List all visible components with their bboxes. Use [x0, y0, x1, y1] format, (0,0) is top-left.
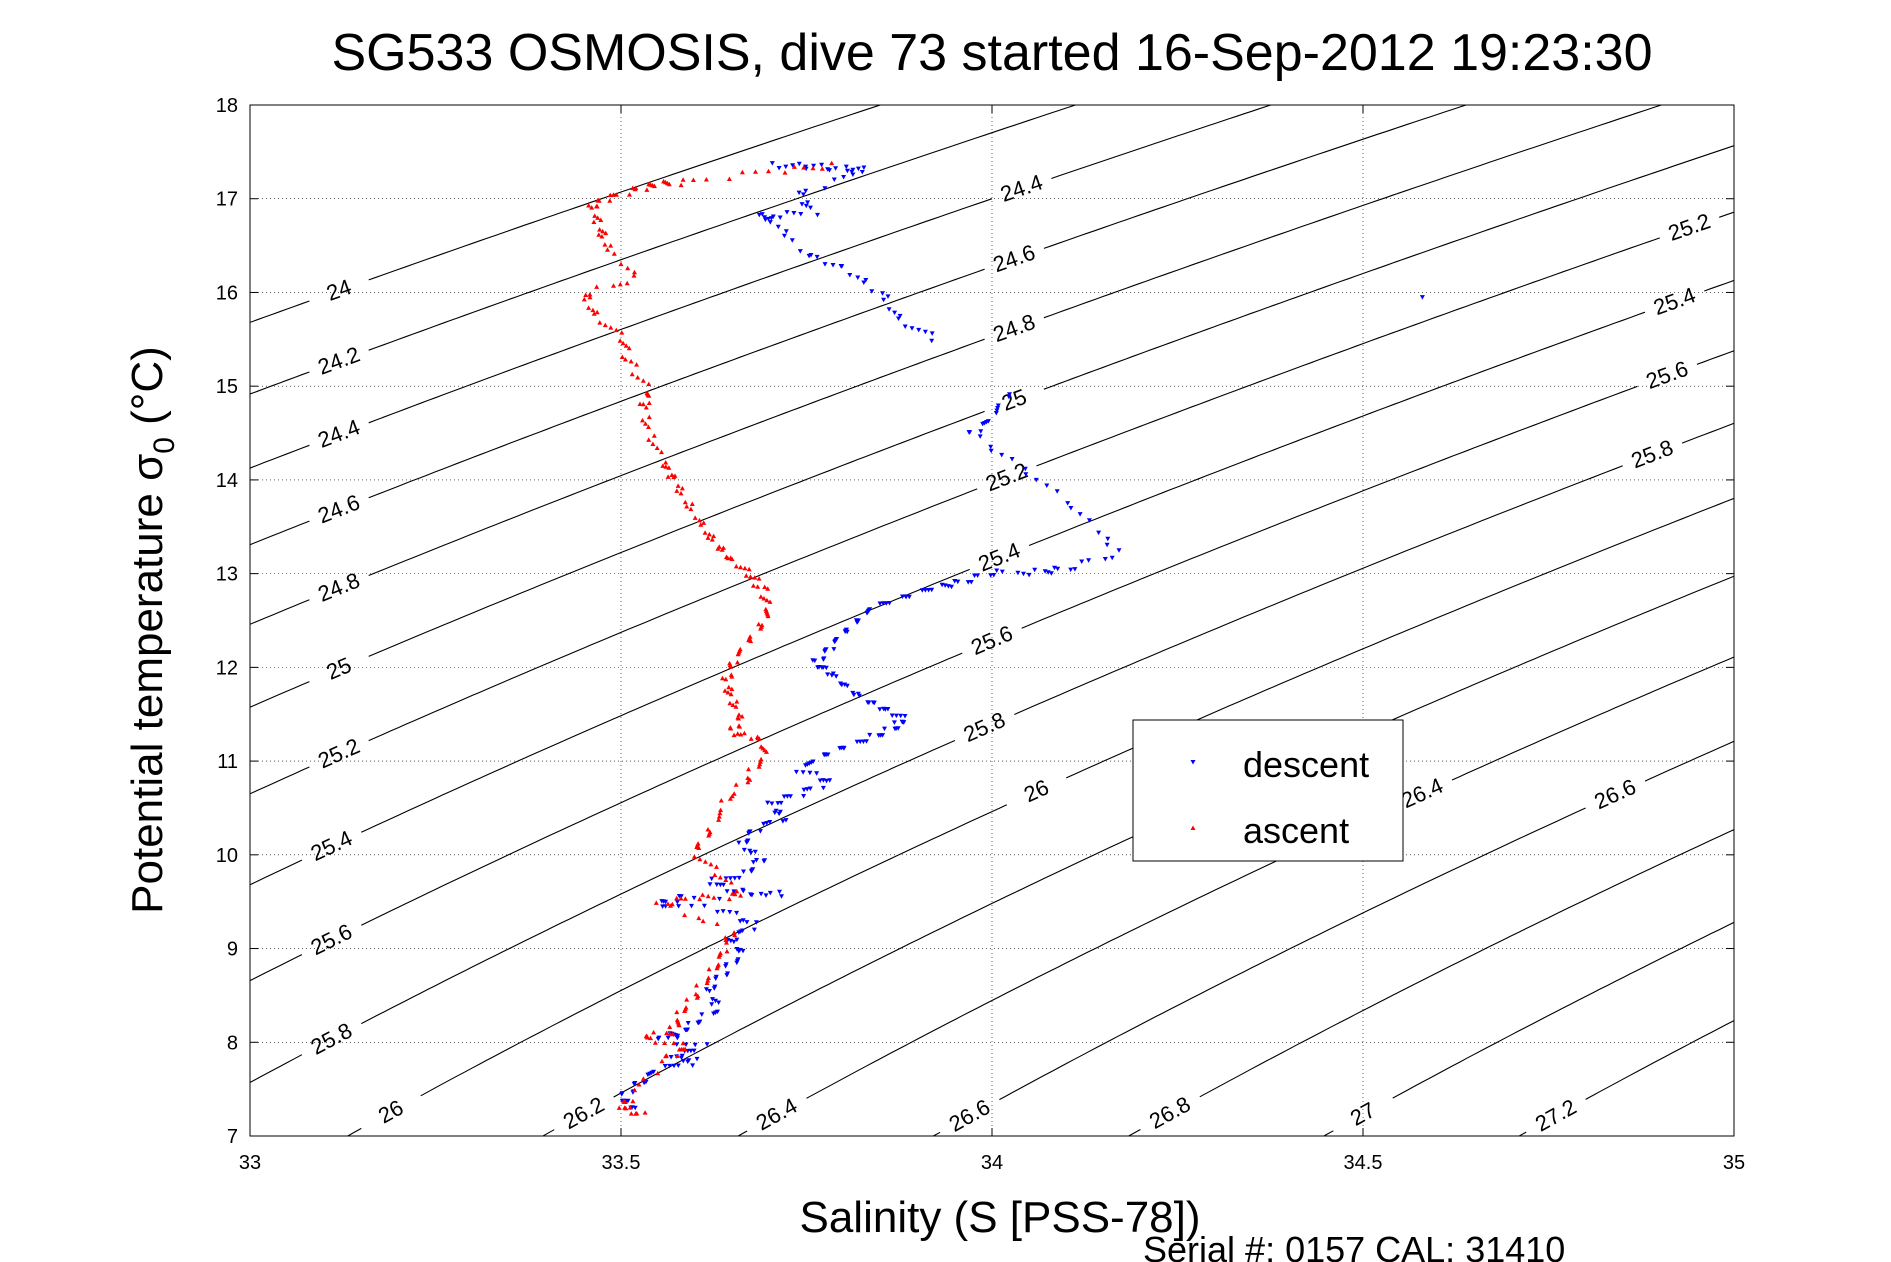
density-contour-line — [250, 211, 1734, 795]
x-axis-label: Salinity (S [PSS-78]) — [799, 1193, 1200, 1242]
y-tick-label: 14 — [216, 470, 238, 492]
density-contour-line — [250, 350, 1734, 982]
y-tick-label: 12 — [216, 657, 238, 679]
x-tick-label: 34 — [981, 1152, 1003, 1174]
plot-area — [250, 105, 1734, 1136]
density-contour-line — [250, 105, 1468, 546]
density-contour-line — [932, 740, 1734, 1136]
serial-calibration-text: Serial #: 0157 CAL: 31410 — [1143, 1229, 1565, 1262]
y-tick-label: 9 — [227, 939, 238, 961]
y-tick-label: 15 — [216, 376, 238, 398]
density-contour-line — [250, 422, 1734, 1083]
legend: descent ascent — [1132, 719, 1404, 862]
y-axis-ticks: 7 8 9 10 11 12 13 14 15 16 17 18 — [216, 95, 1734, 1148]
y-tick-label: 7 — [227, 1126, 238, 1148]
density-contour-line — [250, 105, 1078, 395]
x-tick-label: 34.5 — [1344, 1152, 1383, 1174]
y-tick-label: 16 — [216, 282, 238, 304]
legend-box — [1132, 719, 1404, 862]
y-tick-label: 11 — [217, 751, 238, 773]
y-tick-label: 17 — [216, 189, 238, 211]
density-contour-line — [1518, 1020, 1734, 1136]
x-axis-ticks: 33 33.5 34 34.5 35 — [239, 105, 1745, 1174]
y-axis-label: Potential temperature σ0 (°C) — [123, 346, 181, 914]
density-contour-line — [250, 105, 1273, 469]
legend-ascent-label: ascent — [1243, 810, 1349, 851]
density-contour-line — [250, 279, 1734, 886]
chart-title: SG533 OSMOSIS, dive 73 started 16-Sep-20… — [331, 24, 1652, 82]
legend-descent-label: descent — [1243, 744, 1369, 785]
x-tick-label: 35 — [1723, 1152, 1745, 1174]
density-contour-line — [1127, 829, 1734, 1136]
y-tick-label: 18 — [216, 95, 238, 117]
density-contour-line — [250, 105, 882, 323]
y-axis-label-unit: (°C) — [123, 346, 172, 437]
density-contours — [250, 105, 1734, 1136]
density-contour-line — [250, 145, 1734, 708]
y-axis-label-main: Potential temperature σ — [123, 454, 172, 914]
density-contour-line — [250, 105, 1663, 625]
x-tick-label: 33 — [239, 1152, 261, 1174]
y-tick-label: 13 — [216, 564, 238, 586]
density-contour-line — [1322, 921, 1734, 1136]
y-tick-label: 10 — [216, 845, 238, 867]
x-tick-label: 33.5 — [602, 1152, 641, 1174]
y-axis-label-subscript: 0 — [148, 437, 181, 454]
y-tick-label: 8 — [227, 1032, 238, 1054]
